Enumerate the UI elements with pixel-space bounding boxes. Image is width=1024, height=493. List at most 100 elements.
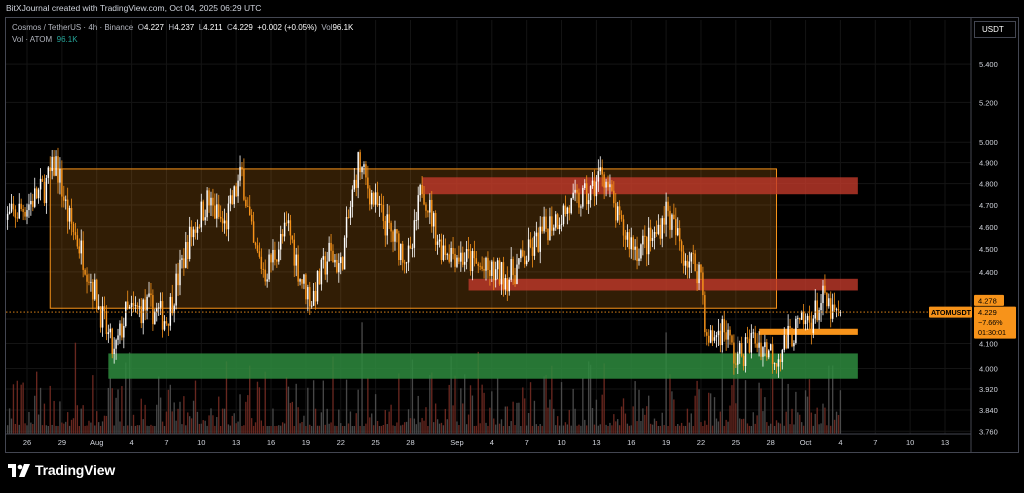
x-tick-label: Sep (450, 438, 463, 447)
volume-bar (229, 425, 232, 434)
candle-body (322, 256, 325, 260)
volume-bar (742, 418, 745, 434)
candle-body (8, 211, 11, 214)
candle-body (349, 207, 352, 218)
candle-body (28, 204, 30, 211)
volume-bar (266, 425, 268, 434)
candle-body (522, 250, 524, 257)
volume-bar (289, 402, 292, 434)
volume-bar (84, 425, 86, 434)
volume-bar (74, 342, 77, 434)
volume-bar (808, 379, 811, 434)
candle-body (775, 363, 778, 367)
volume-bar (260, 420, 263, 434)
candle-body (111, 328, 113, 355)
candle-body (22, 209, 24, 212)
candle-body (527, 239, 530, 261)
candle-body (279, 233, 282, 250)
candle-body (791, 328, 793, 347)
candle-body (152, 295, 154, 325)
volume-bar (673, 399, 675, 434)
candle-body (750, 332, 753, 353)
volume-bar (764, 397, 766, 434)
volume-bar (783, 425, 785, 434)
legend-symbol: Cosmos / TetherUS · 4h · Binance (12, 23, 134, 32)
volume-bar (448, 384, 450, 434)
volume-bar (392, 425, 394, 434)
volume-bar (167, 389, 170, 434)
volume-bar (760, 388, 762, 434)
candle-body (518, 258, 520, 265)
volume-bar (555, 425, 557, 434)
candle-body (128, 306, 131, 308)
volume-bar (766, 422, 768, 434)
y-tick-label: 4.800 (979, 180, 998, 189)
tradingview-logo[interactable]: TradingView (8, 462, 115, 478)
candle-body (185, 241, 187, 268)
candle-body (545, 216, 547, 229)
candle-body (378, 203, 381, 206)
volume-bar (90, 422, 92, 434)
candle-body (475, 258, 478, 264)
volume-bar (320, 412, 323, 434)
candle-body (620, 214, 623, 220)
volume-bar (301, 422, 303, 434)
volume-bar (181, 424, 183, 434)
volume-bar (407, 409, 410, 434)
candle-body (43, 181, 46, 204)
attribution-text: BitXJournal created with TradingView.com… (6, 3, 262, 13)
volume-bar (51, 424, 53, 434)
candle-body (401, 243, 404, 263)
candle-body (709, 330, 712, 343)
candle-body (597, 171, 600, 182)
chart-frame[interactable] (5, 17, 1019, 453)
candle-body (196, 226, 199, 233)
candle-body (510, 259, 512, 280)
candle-body (603, 174, 605, 188)
volume-bar (353, 425, 355, 434)
candle-body (717, 330, 720, 336)
volume-bar (653, 418, 656, 434)
volume-bar (113, 425, 115, 434)
volume-bar (663, 425, 665, 434)
volume-bar (274, 426, 276, 434)
volume-bar (351, 425, 354, 434)
volume-bar (417, 395, 419, 434)
currency-button[interactable]: USDT (974, 21, 1016, 38)
candle-body (117, 335, 119, 340)
volume-bar (256, 381, 259, 434)
candle-body (692, 253, 694, 255)
volume-bar (804, 390, 807, 434)
candle-body (797, 317, 799, 319)
legend-high: 4.237 (174, 23, 195, 32)
volume-bar (241, 425, 243, 434)
candle-body (615, 203, 617, 221)
volume-bar (425, 407, 427, 434)
candle-body (353, 179, 356, 190)
volume-bar (386, 424, 388, 434)
candle-body (276, 259, 278, 262)
volume-bar (833, 419, 836, 434)
volume-bar (812, 425, 814, 434)
candle-body (787, 325, 789, 349)
candle-body (303, 274, 305, 284)
candle-body (682, 251, 685, 266)
candle-body (760, 342, 762, 357)
candles (6, 147, 842, 378)
candle-body (678, 228, 681, 242)
candle-body (248, 206, 251, 215)
candle-body (711, 330, 714, 341)
volume-bar (622, 398, 625, 434)
volume-bar (787, 383, 789, 434)
candle-body (398, 233, 400, 261)
candle-body (305, 274, 307, 300)
candle-body (837, 309, 840, 311)
volume-bar (376, 420, 379, 434)
candle-body (380, 203, 383, 205)
volume-bar (18, 424, 20, 434)
volume-bar (367, 377, 369, 434)
candle-body (644, 235, 646, 237)
candle-body (64, 199, 67, 201)
candle-body (357, 152, 359, 188)
